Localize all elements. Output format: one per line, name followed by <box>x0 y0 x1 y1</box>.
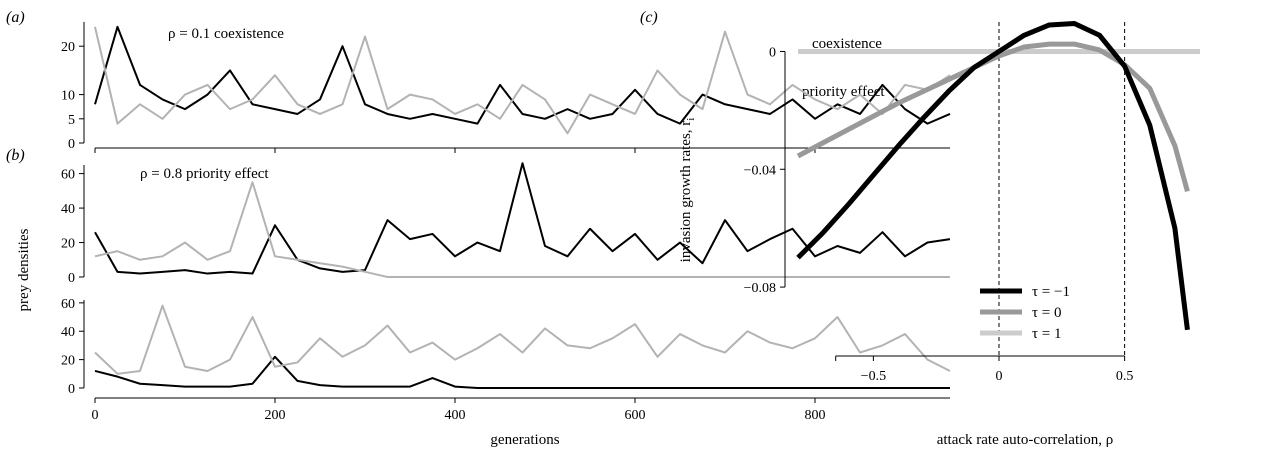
panel-c-plot: 0 −0.04 −0.08 −0.5 0 0.5 <box>744 20 1200 384</box>
y-tick-label-a-0: 0 <box>68 137 75 152</box>
series-a-0 <box>94 25 951 125</box>
panel-a-plot: 0 5 10 20 <box>61 22 951 153</box>
y-tick-label-b2-2: 40 <box>61 325 75 340</box>
y-tick-label-b-2: 40 <box>61 202 75 217</box>
panel-label-b: (b) <box>6 147 25 164</box>
legend-label-tau-neg1: τ = −1 <box>1032 284 1070 300</box>
prey-densities-label: prey densities <box>16 228 32 311</box>
panel-c-ylabel: invasion growth rates, ri <box>678 118 697 263</box>
panel-label-c: (c) <box>640 9 658 26</box>
legend: τ = −1 τ = 0 τ = 1 <box>980 284 1070 342</box>
x-tick-label-b2-2: 400 <box>445 408 466 423</box>
y-tick-label-a-2: 10 <box>61 89 75 104</box>
priority-effect-annotation: priority effect <box>802 84 885 100</box>
x-tick-label-b2-4: 800 <box>805 408 826 423</box>
y-tick-label-a-3: 20 <box>61 40 75 55</box>
series-c-1 <box>796 41 1190 193</box>
series-c-0 <box>796 20 1190 331</box>
series-b2-1 <box>94 304 951 375</box>
x-tick-label-b2-3: 600 <box>625 408 646 423</box>
panel-c-ylabel-sub: i <box>685 118 697 121</box>
x-tick-label-c-0: −0.5 <box>861 369 886 384</box>
y-tick-label-b-1: 20 <box>61 237 75 252</box>
x-tick-label-b2-0: 0 <box>92 408 99 423</box>
y-tick-label-a-1: 5 <box>68 113 75 128</box>
x-tick-label-b2-1: 200 <box>265 408 286 423</box>
series-b-1 <box>94 181 950 278</box>
panel-c-xlabel: attack rate auto-correlation, ρ <box>937 432 1114 448</box>
x-tick-label-c-2: 0.5 <box>1116 369 1134 384</box>
y-tick-label-c-1: −0.04 <box>744 163 776 178</box>
panel-label-a: (a) <box>6 9 25 26</box>
y-tick-label-b2-1: 20 <box>61 354 75 369</box>
y-tick-label-b2-0: 0 <box>68 382 75 397</box>
y-tick-label-b-3: 60 <box>61 168 75 183</box>
y-tick-label-b2-3: 60 <box>61 297 75 312</box>
generations-label: generations <box>490 432 559 448</box>
y-tick-label-c-0: 0 <box>769 45 776 60</box>
series-b2-0 <box>94 355 950 389</box>
legend-label-tau-0: τ = 0 <box>1032 305 1062 321</box>
panel-a-annotation: ρ = 0.1 coexistence <box>168 26 284 42</box>
panel-b-annotation: ρ = 0.8 priority effect <box>140 166 269 182</box>
coexistence-annotation: coexistence <box>812 36 882 52</box>
series-a-1 <box>94 26 951 135</box>
y-tick-label-c-2: −0.08 <box>744 281 776 296</box>
x-tick-label-c-1: 0 <box>996 369 1003 384</box>
legend-label-tau-1: τ = 1 <box>1032 326 1062 342</box>
y-tick-label-b-0: 0 <box>68 271 75 286</box>
panel-c-ylabel-main: invasion growth rates, r <box>678 121 694 263</box>
